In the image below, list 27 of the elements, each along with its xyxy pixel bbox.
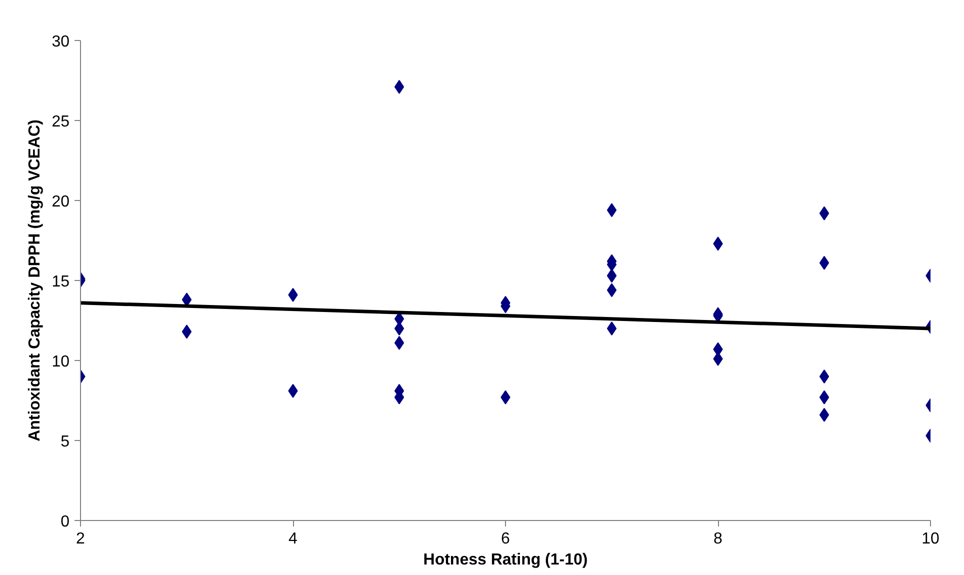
- point: [606, 203, 617, 218]
- y-tick-label: 10: [52, 354, 70, 370]
- point: [394, 322, 404, 336]
- point: [819, 408, 830, 422]
- point: [819, 256, 830, 270]
- point: [819, 370, 830, 384]
- y-tick-label: 30: [52, 34, 70, 50]
- y-tick-label: 25: [52, 114, 70, 130]
- x-tick-label: 4: [288, 530, 298, 548]
- x-tick-label: 10: [922, 530, 940, 548]
- x-tick-label: 8: [714, 530, 723, 548]
- point: [182, 324, 192, 339]
- y-axis-title: Antioxidant Capacity DPPH (mg/g VCEAC): [26, 120, 44, 442]
- x-axis-title: Hotness Rating (1-10): [423, 552, 588, 568]
- point: [394, 80, 404, 94]
- point: [606, 283, 617, 298]
- y-tick-label: 5: [60, 434, 70, 450]
- point: [394, 336, 404, 350]
- y-tick-label: 15: [52, 274, 70, 290]
- point: [819, 390, 830, 404]
- x-tick-label: 6: [501, 530, 510, 548]
- point: [606, 322, 617, 336]
- point: [819, 206, 830, 220]
- y-tick-label: 20: [52, 194, 70, 210]
- x-tick-label: 2: [76, 530, 86, 548]
- point: [606, 268, 617, 283]
- y-tick-label: 0: [60, 514, 70, 530]
